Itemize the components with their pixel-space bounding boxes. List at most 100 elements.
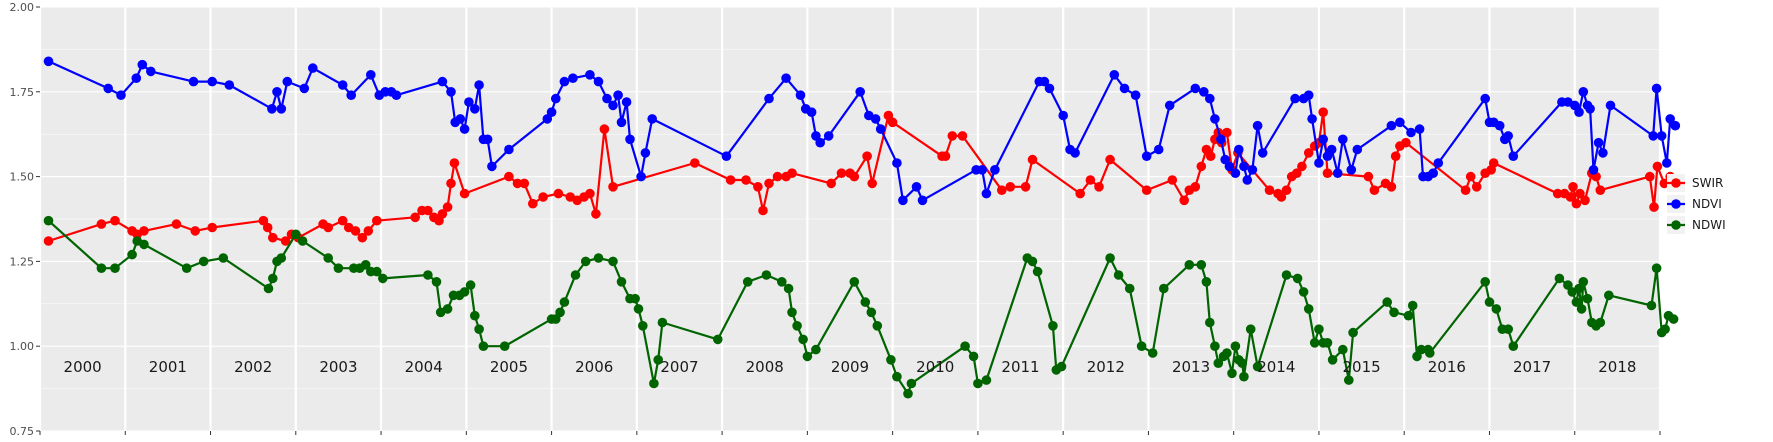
data-point bbox=[1508, 151, 1519, 161]
data-point bbox=[570, 270, 581, 280]
data-point bbox=[372, 215, 382, 226]
data-point bbox=[1595, 185, 1606, 195]
data-point bbox=[272, 87, 282, 97]
legend-item-ndvi: NDVI bbox=[1667, 195, 1722, 213]
data-point bbox=[551, 93, 561, 104]
data-point bbox=[860, 297, 871, 307]
data-point bbox=[657, 317, 668, 328]
data-point bbox=[608, 182, 618, 192]
data-point bbox=[1216, 134, 1226, 145]
data-point bbox=[1484, 297, 1495, 307]
data-point bbox=[1651, 263, 1662, 274]
data-point bbox=[1020, 182, 1031, 192]
data-point bbox=[1056, 361, 1067, 372]
data-point bbox=[96, 263, 107, 274]
data-point bbox=[207, 222, 217, 233]
data-point bbox=[1332, 168, 1343, 178]
data-point bbox=[981, 375, 992, 385]
data-point bbox=[1201, 277, 1212, 287]
year-label-2008: 2008 bbox=[746, 358, 784, 376]
data-point bbox=[372, 266, 382, 277]
data-point bbox=[1184, 260, 1195, 270]
data-point bbox=[836, 168, 847, 178]
data-point bbox=[431, 277, 442, 287]
data-point bbox=[282, 76, 293, 87]
data-point bbox=[1578, 87, 1589, 97]
data-point bbox=[1460, 185, 1471, 195]
data-point bbox=[1048, 321, 1058, 331]
data-point bbox=[1344, 375, 1354, 385]
data-point bbox=[977, 165, 987, 175]
data-point bbox=[1276, 192, 1287, 202]
data-point bbox=[323, 222, 334, 233]
data-point bbox=[1307, 114, 1317, 124]
data-point bbox=[268, 232, 278, 243]
data-point bbox=[499, 341, 510, 352]
data-point bbox=[1242, 175, 1253, 185]
data-point bbox=[559, 297, 570, 307]
data-point bbox=[1027, 154, 1038, 165]
data-point bbox=[1318, 107, 1328, 117]
data-point bbox=[1210, 341, 1220, 352]
data-point bbox=[862, 151, 872, 161]
data-point bbox=[1668, 314, 1679, 324]
data-point bbox=[391, 90, 402, 100]
y-tick-label: 1.50 bbox=[10, 171, 35, 184]
data-point bbox=[1141, 151, 1152, 161]
data-point bbox=[280, 236, 291, 246]
data-point bbox=[855, 87, 865, 97]
data-point bbox=[538, 192, 548, 202]
year-label-2011: 2011 bbox=[1001, 358, 1039, 376]
data-point bbox=[960, 341, 970, 352]
data-point bbox=[742, 277, 753, 287]
data-point bbox=[1247, 165, 1258, 175]
data-point bbox=[1167, 175, 1178, 185]
data-point bbox=[1508, 341, 1519, 352]
data-point bbox=[263, 283, 274, 294]
data-point bbox=[1660, 324, 1670, 335]
data-point bbox=[608, 100, 618, 111]
data-point bbox=[1382, 297, 1392, 307]
data-point bbox=[459, 124, 470, 134]
data-point bbox=[1582, 293, 1593, 304]
legend-key-marker bbox=[1671, 220, 1681, 230]
legend-label: SWIR bbox=[1692, 176, 1723, 190]
data-point bbox=[781, 73, 791, 83]
legend-label: NDVI bbox=[1692, 197, 1722, 211]
data-point bbox=[437, 209, 448, 219]
data-point bbox=[1070, 148, 1080, 158]
data-point bbox=[218, 253, 229, 263]
data-point bbox=[798, 334, 808, 345]
data-point bbox=[580, 256, 591, 267]
data-point bbox=[866, 307, 877, 318]
data-point bbox=[1428, 168, 1438, 178]
data-point bbox=[1027, 256, 1038, 267]
data-point bbox=[1480, 93, 1490, 104]
grid-lines bbox=[40, 6, 1660, 432]
data-point bbox=[690, 158, 700, 168]
data-point bbox=[777, 277, 787, 287]
data-point bbox=[131, 73, 142, 83]
data-point bbox=[1303, 304, 1314, 314]
year-label-2000: 2000 bbox=[64, 358, 102, 376]
data-point bbox=[1605, 100, 1616, 111]
data-point bbox=[764, 93, 774, 104]
data-point bbox=[1662, 158, 1672, 168]
data-point bbox=[1651, 83, 1662, 94]
data-point bbox=[957, 131, 968, 141]
data-point bbox=[366, 70, 376, 80]
data-point bbox=[1164, 100, 1175, 111]
data-point bbox=[713, 334, 723, 345]
data-point bbox=[1196, 161, 1207, 172]
data-point bbox=[764, 178, 774, 189]
data-point bbox=[459, 287, 470, 297]
data-point bbox=[465, 280, 476, 290]
data-point bbox=[267, 104, 277, 114]
data-point bbox=[802, 351, 813, 362]
data-point bbox=[1480, 277, 1490, 287]
data-point bbox=[1032, 266, 1043, 277]
data-point bbox=[917, 195, 928, 206]
data-point bbox=[1593, 137, 1604, 148]
data-point bbox=[350, 226, 361, 236]
data-point bbox=[146, 66, 156, 77]
